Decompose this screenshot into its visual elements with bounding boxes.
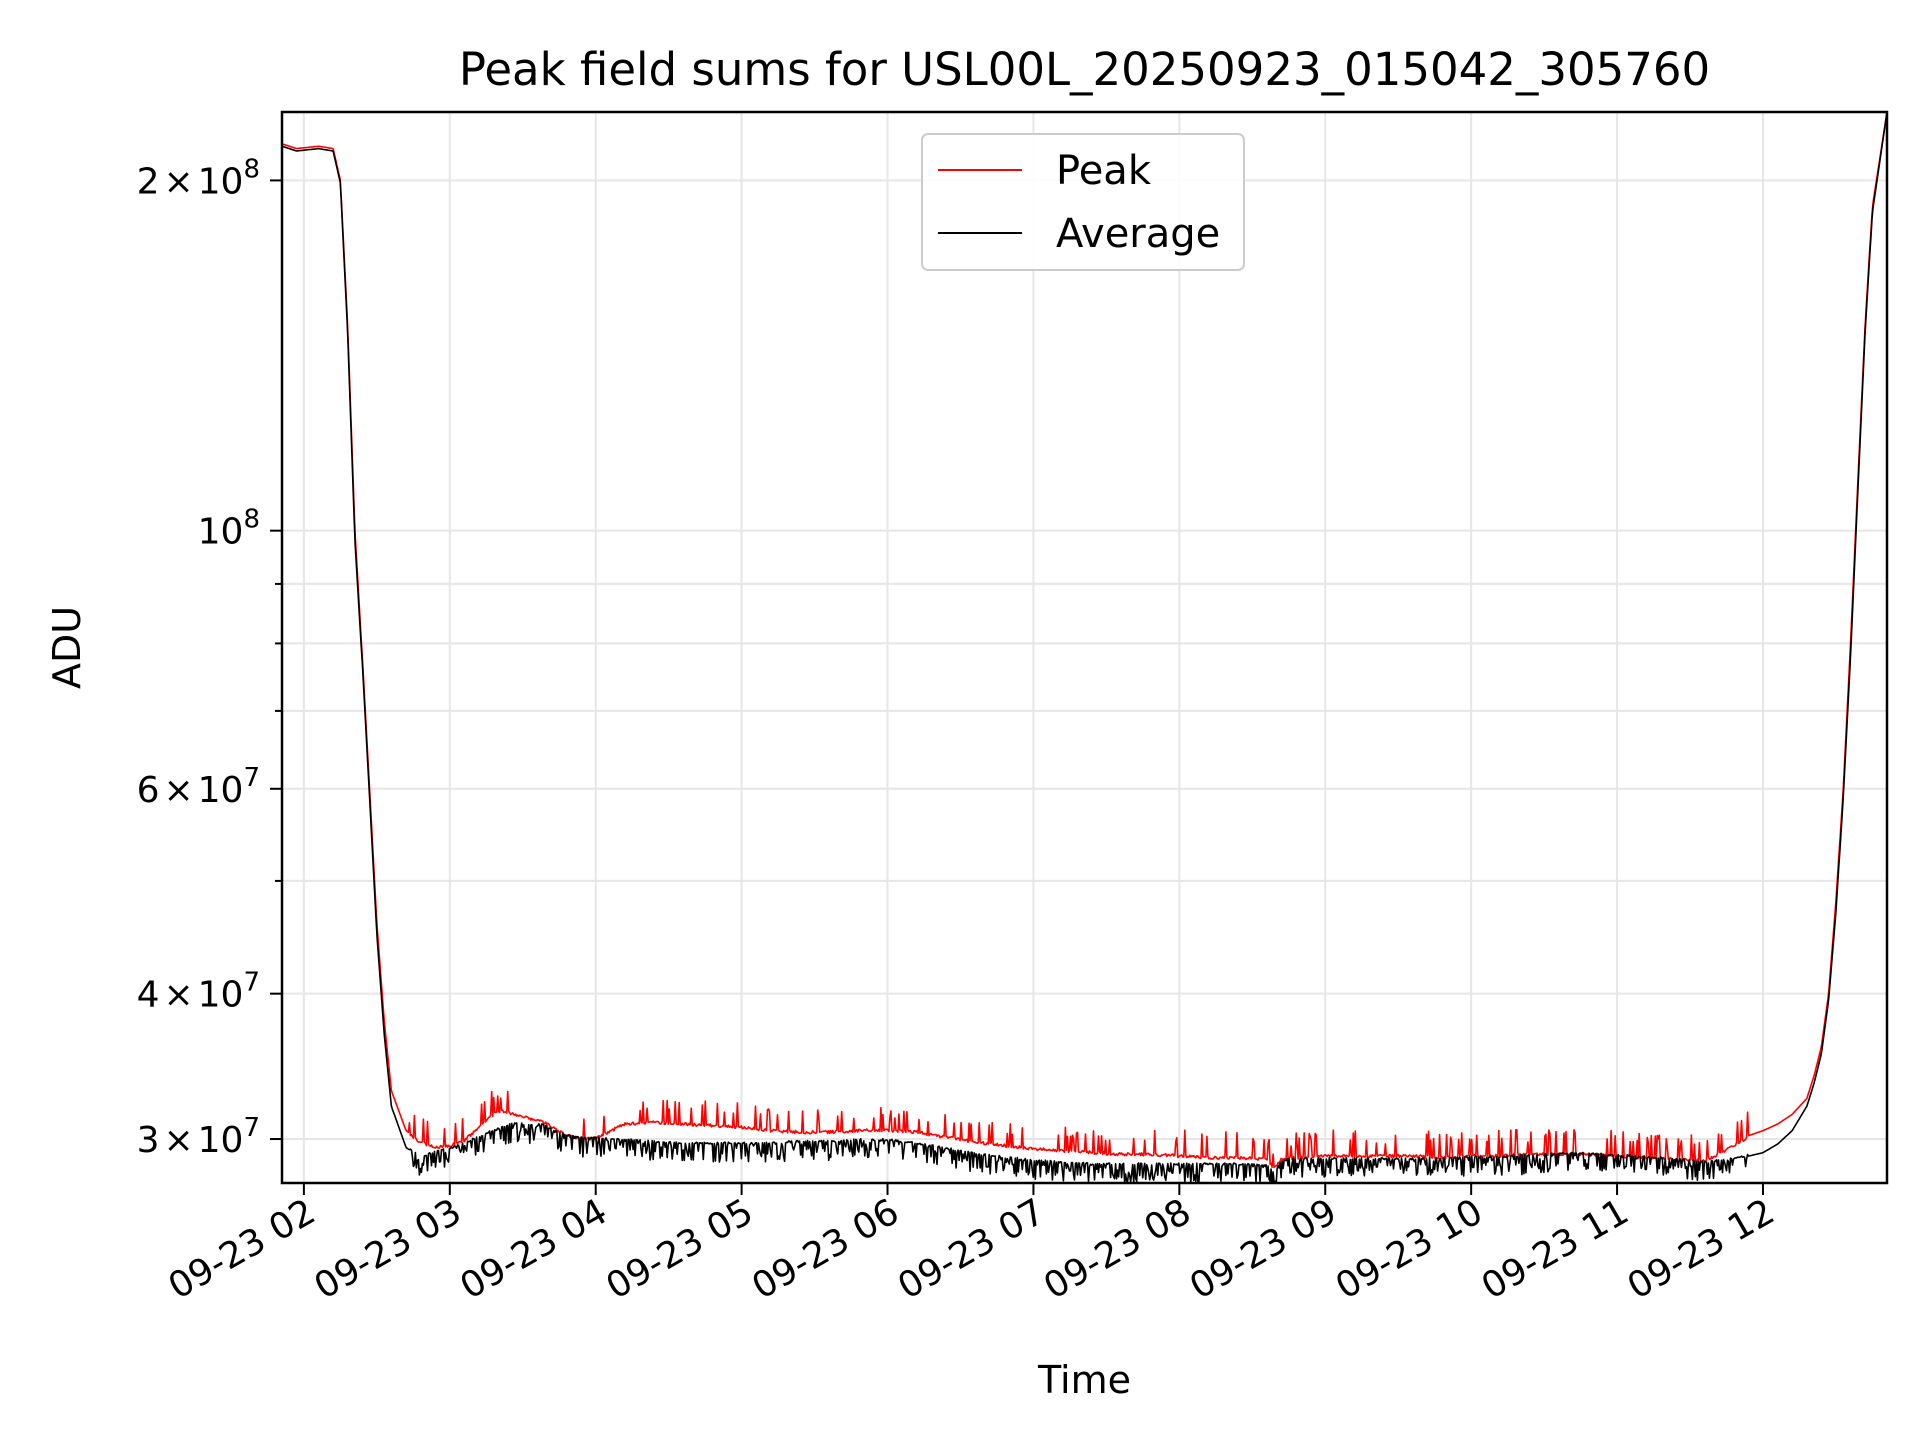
y-tick-times: × bbox=[163, 1120, 193, 1161]
y-tick-exponent: 7 bbox=[243, 1113, 260, 1143]
y-tick-exponent: 8 bbox=[243, 505, 260, 535]
y-tick-mantissa: 4 bbox=[137, 975, 160, 1016]
y-tick-exponent: 7 bbox=[243, 968, 260, 998]
y-tick-base: 10 bbox=[198, 161, 244, 202]
chart-title: Peak field sums for USL00L_20250923_0150… bbox=[459, 43, 1710, 96]
legend-box bbox=[921, 133, 1245, 271]
y-tick-exponent: 7 bbox=[243, 763, 260, 793]
y-tick-label: 2 × 108 bbox=[137, 154, 260, 202]
legend-label-peak: Peak bbox=[1056, 148, 1152, 194]
y-tick-label: 108 bbox=[198, 505, 260, 553]
x-axis-label: Time bbox=[1037, 1358, 1131, 1402]
grid bbox=[282, 112, 1887, 1183]
y-tick-base: 10 bbox=[198, 512, 244, 553]
plot-area bbox=[282, 112, 1887, 1183]
y-tick-base: 10 bbox=[198, 1120, 244, 1161]
y-tick-exponent: 8 bbox=[243, 154, 260, 184]
y-axis-label: ADU bbox=[45, 606, 89, 689]
y-tick-times: × bbox=[163, 770, 193, 811]
y-tick-mantissa: 2 bbox=[137, 161, 160, 202]
axes-frame bbox=[280, 110, 1889, 1185]
y-tick-mantissa: 3 bbox=[137, 1120, 160, 1161]
series-line-peak bbox=[282, 112, 1887, 1169]
y-tick-label: 4 × 107 bbox=[137, 968, 260, 1016]
series-line-average bbox=[282, 112, 1887, 1183]
y-tick-times: × bbox=[163, 161, 193, 202]
legend: Peak Average bbox=[921, 133, 1245, 271]
legend-label-average: Average bbox=[1056, 211, 1220, 257]
y-tick-label: 3 × 107 bbox=[137, 1113, 260, 1161]
y-tick-base: 10 bbox=[198, 770, 244, 811]
y-tick-base: 10 bbox=[198, 975, 244, 1016]
y-tick-label: 6 × 107 bbox=[137, 763, 260, 811]
y-tick-mantissa: 6 bbox=[137, 770, 160, 811]
y-tick-times: × bbox=[163, 975, 193, 1016]
